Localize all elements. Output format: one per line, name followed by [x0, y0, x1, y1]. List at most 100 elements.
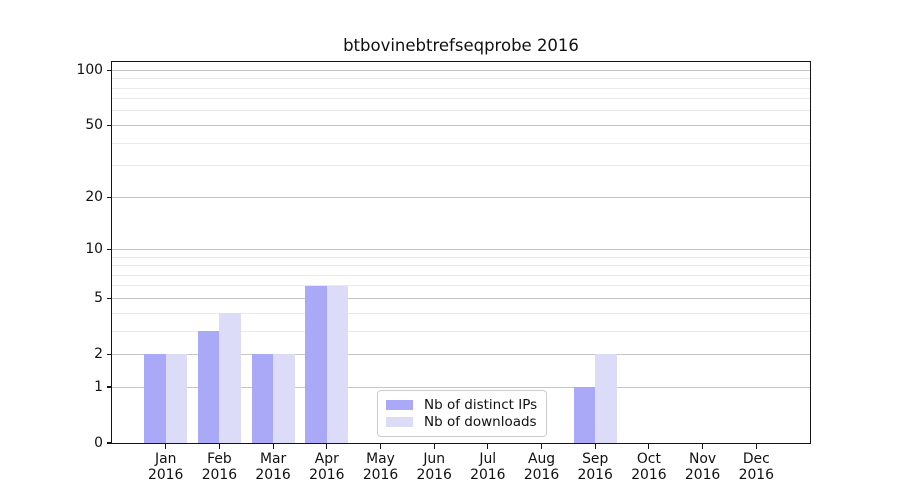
y-tick-mark-2 — [107, 353, 111, 355]
y-tick-label-100: 100 — [76, 62, 103, 79]
bar-distinct-ips-apr — [305, 285, 327, 443]
minor-gridline-70 — [112, 98, 810, 100]
x-tick-mark-oct — [648, 444, 650, 449]
x-tick-label-month: Nov — [689, 451, 717, 467]
x-tick-label-year: 2016 — [523, 466, 560, 483]
major-gridline-1 — [112, 386, 810, 388]
x-tick-label-year: 2016 — [631, 466, 667, 483]
bar-distinct-ips-sep — [573, 387, 596, 443]
x-tick-label-month: Sep — [582, 451, 609, 467]
y-tick-label-20: 20 — [85, 189, 103, 206]
minor-gridline-3 — [112, 330, 810, 332]
x-tick-label-apr: Apr 2016 — [295, 451, 359, 483]
minor-gridline-6 — [112, 285, 810, 287]
legend-item-distinct-ips: Nb of distinct IPs — [386, 397, 538, 413]
x-tick-label-jul: Jul 2016 — [456, 451, 520, 483]
y-tick-label-0: 0 — [94, 435, 103, 451]
y-tick-label-50: 50 — [85, 117, 103, 134]
legend-label-distinct-ips: Nb of distinct IPs — [424, 397, 538, 414]
major-gridline-100 — [112, 69, 810, 71]
x-tick-label-month: Aug — [527, 451, 556, 467]
x-tick-mark-mar — [272, 444, 274, 449]
x-tick-label-month: May — [366, 451, 395, 467]
x-tick-label-year: 2016 — [362, 466, 399, 483]
x-tick-label-month: Jan — [154, 451, 177, 467]
minor-gridline-7 — [112, 274, 810, 276]
bar-downloads-mar — [273, 354, 295, 443]
x-tick-label-month: Dec — [742, 451, 770, 467]
x-tick-label-year: 2016 — [309, 466, 345, 483]
y-tick-mark-20 — [107, 196, 111, 198]
x-tick-label-oct: Oct 2016 — [617, 451, 681, 483]
x-tick-label-month: Oct — [636, 451, 661, 467]
bar-distinct-ips-jan — [144, 354, 166, 443]
minor-gridline-30 — [112, 165, 810, 167]
minor-gridline-60 — [112, 110, 810, 112]
legend-swatch-downloads-icon — [386, 416, 413, 427]
x-tick-mark-jul — [487, 444, 489, 449]
y-tick-mark-100 — [107, 69, 111, 71]
bar-distinct-ips-feb — [197, 331, 220, 443]
x-tick-label-year: 2016 — [201, 466, 238, 483]
major-gridline-50 — [112, 124, 810, 126]
minor-gridline-80 — [112, 87, 810, 89]
major-gridline-20 — [112, 196, 810, 198]
y-tick-label-2: 2 — [94, 346, 103, 363]
y-tick-mark-0 — [107, 442, 111, 444]
x-tick-label-month: Apr — [314, 451, 339, 467]
x-tick-label-mar: Mar 2016 — [241, 451, 305, 483]
bar-downloads-jan — [165, 354, 188, 443]
x-tick-label-year: 2016 — [577, 466, 613, 483]
x-tick-label-year: 2016 — [148, 466, 184, 483]
y-tick-label-5: 5 — [94, 290, 103, 307]
major-gridline-10 — [112, 248, 810, 250]
major-gridline-2 — [112, 353, 810, 355]
x-tick-label-aug: Aug 2016 — [510, 451, 574, 483]
y-tick-label-1: 1 — [94, 379, 103, 395]
minor-gridline-40 — [112, 142, 810, 144]
x-tick-label-year: 2016 — [416, 466, 452, 483]
x-tick-mark-sep — [594, 444, 596, 449]
x-tick-mark-may — [379, 444, 382, 449]
x-tick-label-sep: Sep 2016 — [563, 451, 627, 483]
legend-label-downloads: Nb of downloads — [424, 413, 537, 430]
x-tick-label-jan: Jan 2016 — [134, 451, 198, 483]
major-gridline-5 — [112, 297, 810, 299]
minor-gridline-8 — [112, 265, 810, 266]
x-tick-mark-feb — [218, 444, 220, 449]
x-tick-mark-apr — [326, 444, 328, 449]
x-tick-mark-nov — [702, 444, 704, 449]
minor-gridline-90 — [112, 78, 810, 80]
x-tick-label-nov: Nov 2016 — [671, 451, 735, 483]
x-tick-label-month: Mar — [259, 451, 287, 467]
x-tick-label-year: 2016 — [470, 466, 506, 483]
minor-gridline-4 — [112, 312, 810, 314]
x-tick-mark-jan — [165, 444, 167, 449]
minor-gridline-9 — [112, 256, 810, 258]
bar-downloads-apr — [326, 285, 349, 443]
plot-area — [107, 61, 811, 449]
bar-downloads-sep — [595, 354, 617, 443]
x-tick-label-month: Feb — [207, 451, 232, 467]
x-tick-label-feb: Feb 2016 — [187, 451, 251, 483]
y-tick-mark-10 — [107, 248, 111, 250]
legend: Nb of distinct IPs Nb of downloads — [377, 390, 547, 437]
x-tick-label-may: May 2016 — [349, 451, 413, 483]
x-tick-label-year: 2016 — [255, 466, 291, 483]
x-tick-label-jun: Jun 2016 — [402, 451, 466, 483]
legend-item-downloads: Nb of downloads — [386, 414, 538, 430]
chart-title: btbovinebtrefseqprobe 2016 — [343, 36, 579, 55]
x-tick-mark-dec — [755, 444, 757, 449]
x-tick-label-year: 2016 — [738, 466, 774, 483]
x-tick-label-year: 2016 — [684, 466, 721, 483]
x-tick-label-dec: Dec 2016 — [724, 451, 788, 483]
bar-downloads-feb — [219, 313, 241, 443]
x-tick-label-month: Jul — [479, 451, 497, 467]
bar-distinct-ips-mar — [251, 354, 274, 443]
y-tick-mark-50 — [107, 124, 111, 126]
y-tick-mark-5 — [107, 297, 111, 299]
y-tick-mark-1 — [107, 386, 111, 388]
legend-swatch-distinct-ips-icon — [386, 400, 413, 411]
y-tick-label-10: 10 — [85, 241, 103, 258]
